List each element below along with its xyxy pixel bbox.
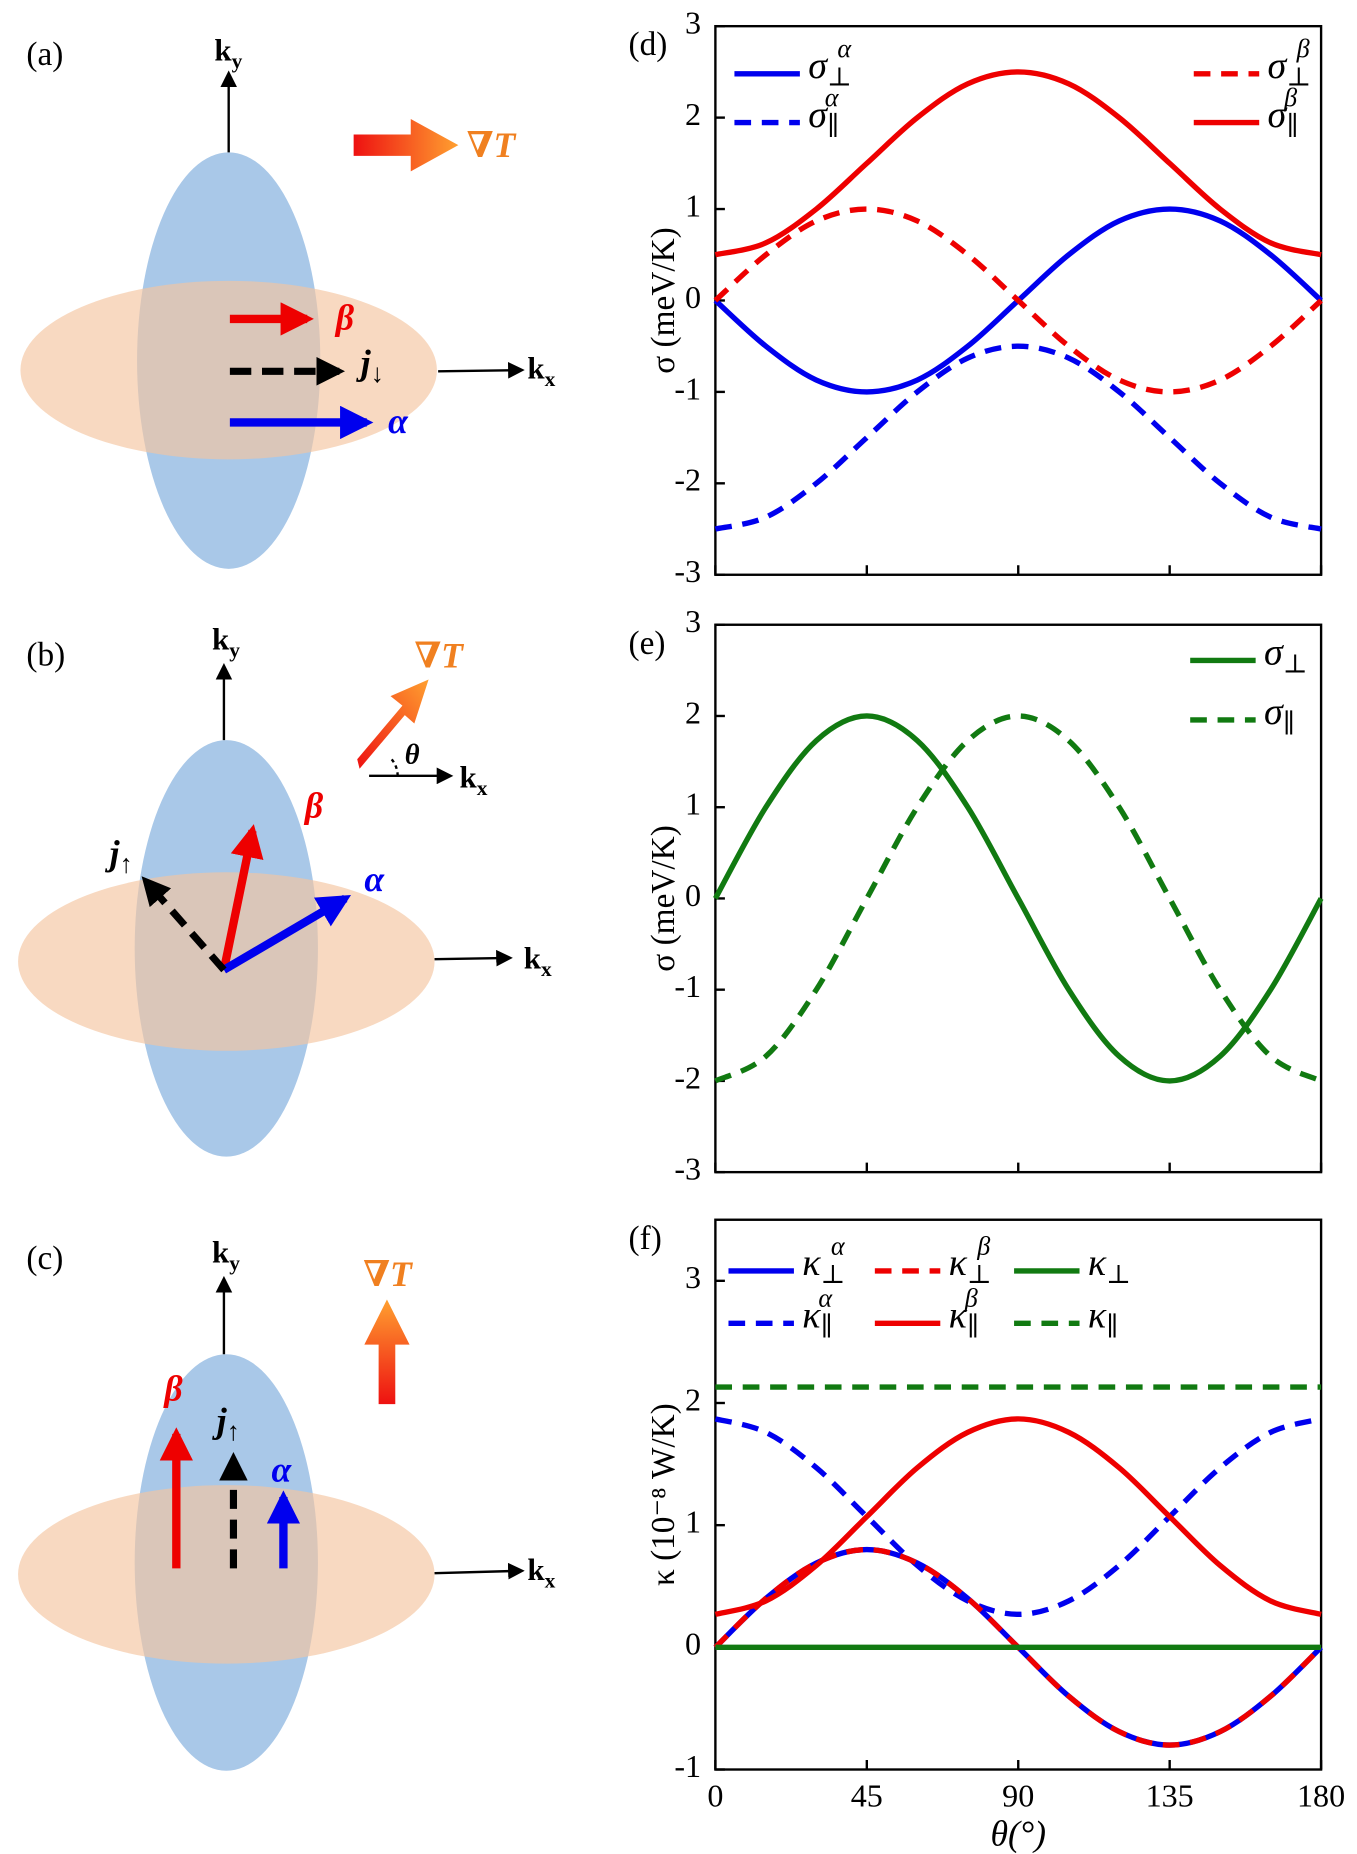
axis-label: ky [212, 622, 240, 662]
x-tick-label: 180 [1297, 1778, 1345, 1814]
y-tick-label: 3 [685, 603, 701, 639]
axis [434, 949, 513, 967]
series-line [714, 343, 1322, 532]
panel-label: (f) [629, 1220, 662, 1257]
gradient-arrow [357, 679, 429, 769]
y-tick-label: 1 [685, 786, 701, 822]
y-tick-label: -3 [674, 553, 701, 589]
x-axis-label: θ(°) [990, 1814, 1046, 1854]
legend-label: σ∥β [1268, 83, 1299, 141]
chart: (e) -3 -2 -1 0 1 2 3 σ (meV/K) σ⊥ σ∥ [629, 603, 1324, 1187]
arrow-label: j↑ [105, 833, 133, 878]
series-line [714, 69, 1322, 258]
y-tick-label: -1 [674, 370, 701, 406]
diagram-b: (b) ky kx β α j↑ ∇T kx θ [18, 622, 552, 1157]
x-tick-label: 90 [1002, 1778, 1034, 1814]
legend-label: κ⊥α [802, 1231, 846, 1289]
legend-label: σ⊥α [808, 34, 852, 92]
y-tick-label: 0 [685, 877, 701, 913]
y-tick-label: 0 [685, 1626, 701, 1662]
x-tick-label: 45 [851, 1778, 883, 1814]
series-line [714, 713, 1323, 1084]
angle-label: θ [405, 739, 420, 770]
series-line [713, 713, 1324, 1084]
y-tick-label: -2 [674, 462, 701, 498]
ellipse [20, 280, 437, 460]
y-tick-label: 2 [685, 96, 701, 132]
angle-arc [389, 757, 399, 776]
y-tick-label: -2 [674, 1059, 701, 1095]
arrow-label: α [388, 401, 409, 441]
gradient-label: ∇T [467, 125, 517, 165]
legend-label: σ∥α [808, 83, 840, 141]
y-tick-label: 3 [685, 5, 701, 41]
panel-label: (a) [26, 36, 63, 73]
arrow-label: β [162, 1368, 183, 1408]
arrow-label: α [364, 859, 385, 899]
y-axis-label: σ (meV/K) [645, 227, 682, 373]
x-tick-label: 135 [1146, 1778, 1194, 1814]
panel-label: (c) [26, 1240, 63, 1277]
diagram-a: (a) ky kx β j↓ α ∇T [20, 33, 556, 569]
legend-label: κ∥α [802, 1284, 833, 1342]
panel-label: (d) [629, 26, 668, 63]
legend-label: σ⊥ [1264, 631, 1307, 678]
y-axis-label: σ (meV/K) [645, 825, 682, 971]
axis-label: ky [214, 33, 242, 73]
x-tick-label: 0 [707, 1778, 723, 1814]
axis-label: ky [212, 1235, 240, 1275]
arrow [141, 876, 227, 973]
y-tick-label: 0 [685, 279, 701, 315]
arrow-label: α [272, 1449, 293, 1489]
axis [438, 361, 525, 379]
y-tick-label: 2 [685, 1381, 701, 1417]
gradient-label: ∇T [363, 1254, 413, 1294]
y-tick-label: -1 [674, 1748, 701, 1784]
panel-label: (b) [26, 637, 65, 674]
diagram-c: (c) ky kx β j↑ α ∇T [18, 1235, 556, 1771]
y-tick-label: 1 [685, 187, 701, 223]
series-line [714, 1416, 1322, 1617]
y-tick-label: -1 [674, 968, 701, 1004]
arrow [221, 894, 352, 974]
ellipse [18, 1485, 435, 1664]
series-line [713, 206, 1323, 395]
legend-label: κ⊥β [949, 1231, 992, 1289]
arrow-label: β [303, 785, 324, 825]
gradient-arrow [364, 1299, 410, 1405]
chart: (d) -3 -2 -1 0 1 2 3 σ (meV/K) σ⊥ασ∥α σ⊥βσ∥β [629, 5, 1323, 589]
axis-label: kx [527, 350, 555, 390]
legend-label: σ⊥β [1268, 34, 1311, 92]
panel-label: (e) [629, 625, 666, 662]
gradient-label: ∇T [414, 635, 464, 675]
y-tick-label: 1 [685, 1504, 701, 1540]
gradient-arrow [353, 118, 459, 172]
y-tick-label: 3 [685, 1259, 701, 1295]
arrow [219, 824, 264, 971]
axis-label: kx [460, 760, 488, 800]
arrow-label: β [334, 297, 355, 337]
axis-label: kx [527, 1552, 555, 1592]
series-line [714, 1416, 1322, 1618]
y-axis-label: κ (10⁻⁸ W/K) [645, 1403, 682, 1586]
legend-label: κ⊥ [1088, 1242, 1131, 1289]
legend-label: σ∥ [1264, 691, 1295, 738]
legend-label: κ∥ [1088, 1294, 1118, 1341]
axis-label: kx [524, 941, 552, 981]
y-tick-label: 2 [685, 694, 701, 730]
y-tick-label: -3 [674, 1151, 701, 1187]
legend-label: κ∥β [949, 1284, 979, 1342]
axis [434, 1562, 525, 1580]
